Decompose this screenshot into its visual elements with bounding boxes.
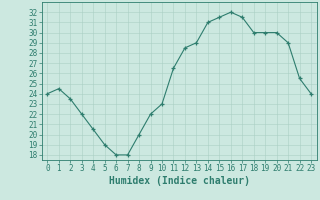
X-axis label: Humidex (Indice chaleur): Humidex (Indice chaleur) xyxy=(109,176,250,186)
